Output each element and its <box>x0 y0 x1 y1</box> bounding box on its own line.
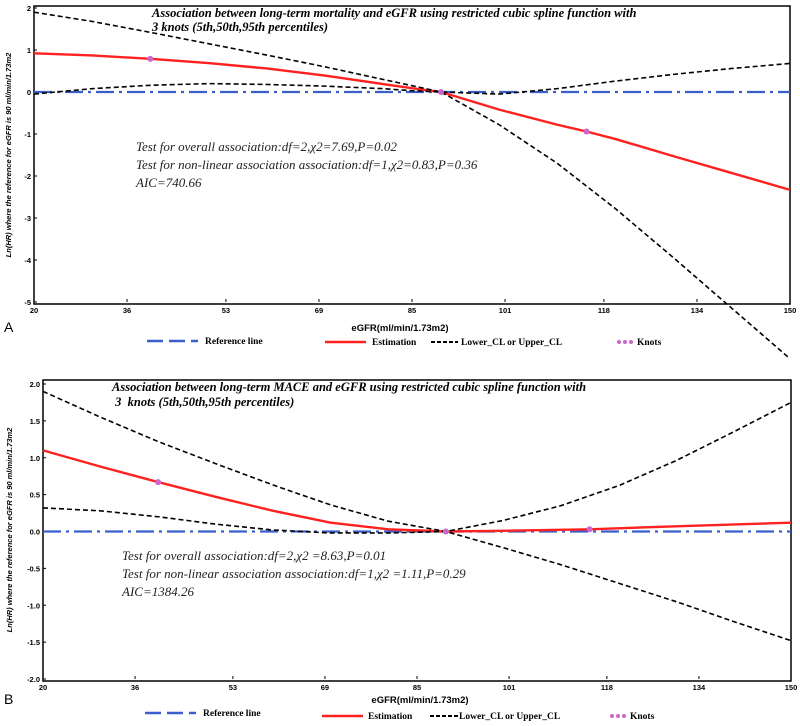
knot-point <box>586 526 593 533</box>
legend-b-knots-swatch <box>610 714 626 718</box>
y-axis-label-b: Ln(HR) where the reference for eGFR is 9… <box>5 427 14 632</box>
panel-a: Association between long-term mortality … <box>4 4 796 360</box>
legend-b: Reference line Estimation Lower_CL or Up… <box>145 709 655 722</box>
x-axis-label-a: eGFR(ml/min/1.73m2) <box>351 323 448 334</box>
lower_cl-line <box>33 82 791 360</box>
x-tick-label: 53 <box>229 683 237 692</box>
y-axis-label-a: Ln(HR) where the reference for eGFR is 9… <box>4 52 13 257</box>
legend-b-cl-label: Lower_CL or Upper_CL <box>459 712 560 722</box>
y-tick-label: 1 <box>27 46 31 55</box>
knot-point <box>155 479 162 486</box>
legend-a-knots-label: Knots <box>637 338 662 348</box>
legend-a-cl-label: Lower_CL or Upper_CL <box>461 338 562 348</box>
x-tick-label: 69 <box>321 683 329 692</box>
panel-b: Association between long-term MACE and e… <box>4 379 797 722</box>
chart-title-a-line1: Association between long-term mortality … <box>151 6 636 20</box>
annotation-a-aic: AIC=740.66 <box>135 175 202 190</box>
estimate-line <box>42 449 792 533</box>
y-tick-label: 2.0 <box>30 380 40 389</box>
knot-point <box>147 55 154 62</box>
axes-b: 20 36 53 69 85 101 118 134 150 -2.0 -1.5 -1.0 -0.5 0.… <box>27 380 797 692</box>
x-tick-label: 20 <box>39 683 47 692</box>
legend-b-estimation-label: Estimation <box>368 712 413 722</box>
y-tick-label: -4 <box>24 256 31 265</box>
x-tick-label: 101 <box>499 306 512 315</box>
legend-a-reference-label: Reference line <box>205 337 263 347</box>
panel-label-a: A <box>4 319 14 335</box>
y-tick-label: 2 <box>27 4 31 13</box>
x-tick-label: 36 <box>131 683 139 692</box>
y-tick-label: 1.0 <box>30 454 40 463</box>
annotation-b-overall: Test for overall association:df=2,χ2 =8.… <box>122 548 386 563</box>
y-tick-label: 1.5 <box>30 417 40 426</box>
x-tick-label: 20 <box>30 306 38 315</box>
y-tick-label: -1.5 <box>27 638 40 647</box>
y-tick-label: -2.0 <box>27 675 40 684</box>
legend-a: Reference line Estimation Lower_CL or Up… <box>147 337 662 348</box>
x-tick-label: 85 <box>408 306 416 315</box>
annotation-a-nonlinear: Test for non-linear association associat… <box>136 157 478 172</box>
y-tick-label: -5 <box>24 298 31 307</box>
panel-label-b: B <box>4 691 13 707</box>
upper_cl-line <box>33 11 791 95</box>
legend-a-knots-swatch <box>617 340 633 344</box>
legend-b-knots-label: Knots <box>630 712 655 722</box>
x-tick-label: 69 <box>315 306 323 315</box>
chart-title-a-line2: 3 knots (5th,50th,95th percentiles) <box>151 20 328 34</box>
x-tick-label: 101 <box>503 683 516 692</box>
y-tick-label: -1 <box>24 130 31 139</box>
upper_cl-line <box>42 390 792 533</box>
x-tick-label: 150 <box>784 306 797 315</box>
chart-title-b-line1: Association between long-term MACE and e… <box>111 380 586 394</box>
plot-frame-a <box>33 5 791 305</box>
knot-point <box>438 89 445 95</box>
x-axis-label-b: eGFR(ml/min/1.73m2) <box>371 695 468 706</box>
annotation-b-aic: AIC=1384.26 <box>121 584 194 599</box>
knot-point <box>442 528 449 535</box>
y-tick-label: -0.5 <box>27 564 40 573</box>
x-tick-label: 118 <box>598 306 610 315</box>
x-tick-label: 134 <box>693 683 706 692</box>
chart-title-b-line2: 3 knots (5th,50th,95th percentiles) <box>112 395 294 409</box>
estimate-line <box>33 52 791 192</box>
axes-a: 20 36 53 69 85 101 118 134 150 -5 -4 -3 -2 -1 0 1 2 <box>24 4 796 315</box>
y-tick-label: 0 <box>27 88 31 97</box>
lower_cl-line <box>42 507 792 642</box>
knot-point <box>583 128 590 135</box>
x-tick-label: 134 <box>691 306 704 315</box>
y-tick-label: 0.5 <box>30 491 40 500</box>
legend-b-reference-label: Reference line <box>203 709 261 719</box>
legend-a-estimation-label: Estimation <box>372 338 417 348</box>
y-tick-label: -2 <box>24 172 31 181</box>
x-tick-label: 150 <box>785 683 798 692</box>
annotation-b-nonlinear: Test for non-linear association associat… <box>122 566 466 581</box>
series-b <box>42 390 792 642</box>
y-tick-label: -3 <box>24 214 31 223</box>
y-tick-label: 0.0 <box>30 528 40 537</box>
x-tick-label: 85 <box>413 683 421 692</box>
x-tick-label: 53 <box>222 306 230 315</box>
y-tick-label: -1.0 <box>27 601 40 610</box>
series-a <box>33 11 791 360</box>
annotation-a-overall: Test for overall association:df=2,χ2=7.6… <box>136 139 397 154</box>
x-tick-label: 118 <box>601 683 613 692</box>
x-tick-label: 36 <box>123 306 131 315</box>
